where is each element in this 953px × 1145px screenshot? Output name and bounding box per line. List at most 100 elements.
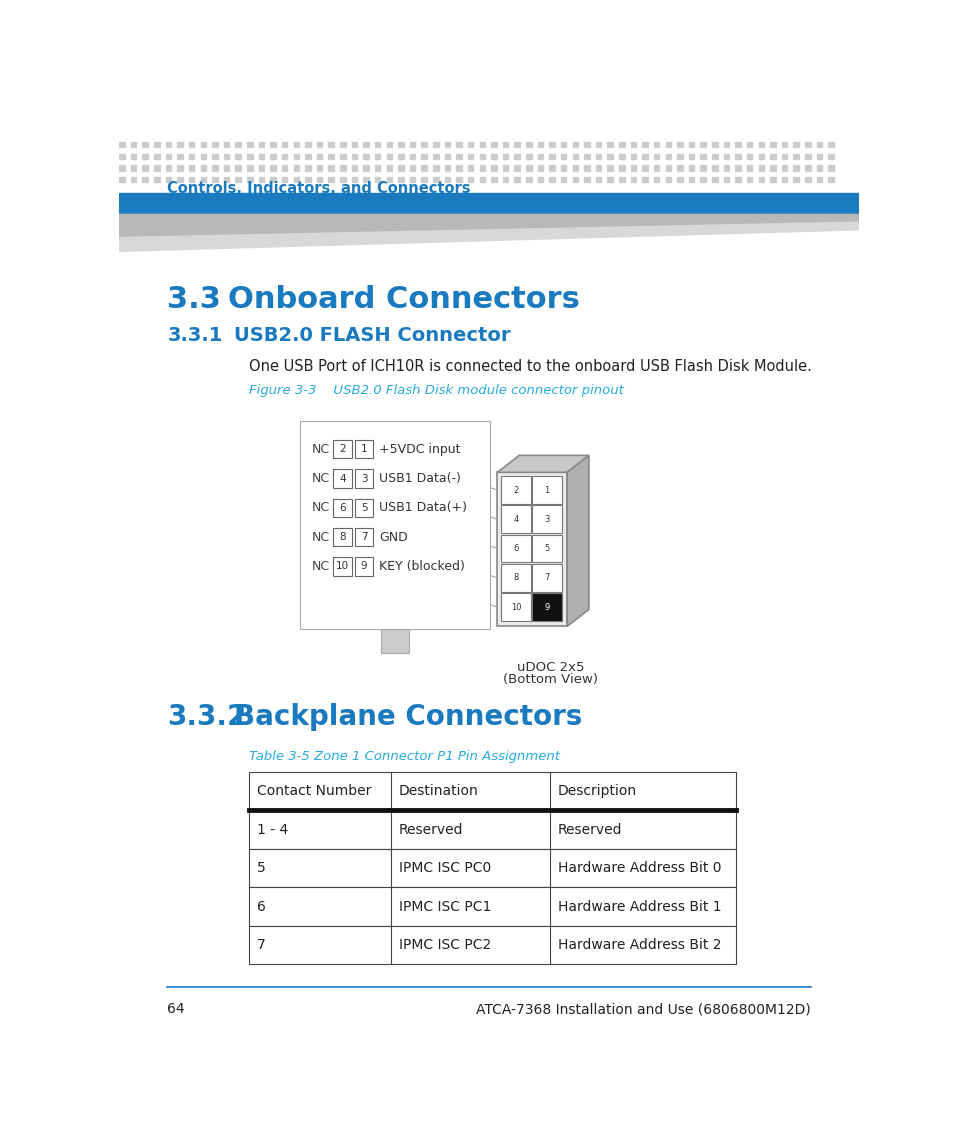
Bar	[723, 142, 728, 148]
Bar	[397, 142, 403, 148]
Polygon shape	[497, 456, 588, 473]
Bar	[654, 153, 659, 159]
Bar	[258, 165, 264, 171]
Bar	[502, 165, 508, 171]
Text: 8: 8	[513, 574, 518, 583]
Bar	[340, 176, 345, 182]
Bar	[654, 165, 659, 171]
Bar	[355, 469, 373, 488]
Bar	[769, 176, 775, 182]
Text: Figure 3-3    USB2.0 Flash Disk module connector pinout: Figure 3-3 USB2.0 Flash Disk module conn…	[249, 384, 623, 397]
Bar	[688, 165, 694, 171]
Bar	[746, 153, 752, 159]
Bar	[618, 176, 624, 182]
Bar	[560, 153, 566, 159]
Bar	[827, 142, 833, 148]
Bar	[479, 176, 484, 182]
Bar	[630, 153, 636, 159]
Bar	[131, 165, 136, 171]
Bar	[572, 176, 578, 182]
Bar	[212, 165, 217, 171]
Bar	[793, 142, 798, 148]
Bar	[224, 142, 229, 148]
Bar	[270, 165, 275, 171]
Bar	[700, 165, 705, 171]
Bar	[758, 165, 763, 171]
Bar	[305, 176, 311, 182]
Bar	[502, 153, 508, 159]
Bar	[781, 165, 786, 171]
Bar	[375, 142, 380, 148]
Bar	[532, 593, 561, 621]
Bar	[386, 142, 392, 148]
Bar	[532, 476, 561, 504]
Bar	[386, 176, 392, 182]
Bar	[665, 165, 670, 171]
Bar	[572, 142, 578, 148]
Bar	[235, 165, 241, 171]
Bar	[258, 153, 264, 159]
Text: 5: 5	[544, 544, 549, 553]
Bar	[479, 142, 484, 148]
Bar	[119, 165, 125, 171]
Bar	[711, 153, 717, 159]
Bar	[189, 165, 194, 171]
Bar	[131, 176, 136, 182]
Bar	[333, 469, 352, 488]
Bar	[131, 153, 136, 159]
Bar	[735, 142, 740, 148]
Bar	[641, 153, 647, 159]
Bar	[827, 165, 833, 171]
Bar	[212, 153, 217, 159]
Text: Hardware Address Bit 1: Hardware Address Bit 1	[558, 900, 720, 914]
Bar	[746, 176, 752, 182]
Bar	[189, 153, 194, 159]
Bar	[572, 165, 578, 171]
Bar	[479, 153, 484, 159]
Text: 7: 7	[257, 938, 266, 953]
Bar	[212, 142, 217, 148]
Bar	[299, 420, 489, 629]
Bar	[630, 142, 636, 148]
Text: 3.3.1: 3.3.1	[167, 326, 222, 345]
Text: Backplane Connectors: Backplane Connectors	[233, 703, 581, 731]
Bar	[249, 887, 736, 926]
Bar	[468, 176, 473, 182]
Bar	[249, 848, 736, 887]
Bar	[549, 153, 555, 159]
Text: Controls, Indicators, and Connectors: Controls, Indicators, and Connectors	[167, 181, 471, 196]
Bar	[247, 142, 253, 148]
Bar	[235, 142, 241, 148]
Bar	[596, 176, 600, 182]
Bar	[352, 153, 356, 159]
Bar	[677, 165, 682, 171]
Bar	[816, 176, 821, 182]
Bar	[282, 153, 287, 159]
Bar	[793, 176, 798, 182]
Bar	[177, 176, 183, 182]
Bar	[500, 564, 530, 592]
Bar	[525, 165, 531, 171]
Bar	[735, 165, 740, 171]
Bar	[641, 165, 647, 171]
Bar	[270, 153, 275, 159]
Bar	[235, 176, 241, 182]
Text: 10: 10	[335, 561, 349, 571]
Bar	[711, 176, 717, 182]
Text: 6: 6	[338, 503, 345, 513]
Bar	[444, 153, 450, 159]
Text: (Bottom View): (Bottom View)	[503, 673, 598, 686]
Bar	[282, 165, 287, 171]
Bar	[166, 176, 171, 182]
Bar	[142, 176, 148, 182]
Bar	[468, 142, 473, 148]
Bar	[433, 176, 438, 182]
Polygon shape	[119, 214, 858, 237]
Bar	[491, 165, 497, 171]
Text: 4: 4	[338, 474, 345, 483]
Bar	[560, 165, 566, 171]
Text: USB1 Data(+): USB1 Data(+)	[378, 502, 466, 514]
Bar	[532, 564, 561, 592]
Bar	[572, 153, 578, 159]
Bar	[583, 153, 589, 159]
